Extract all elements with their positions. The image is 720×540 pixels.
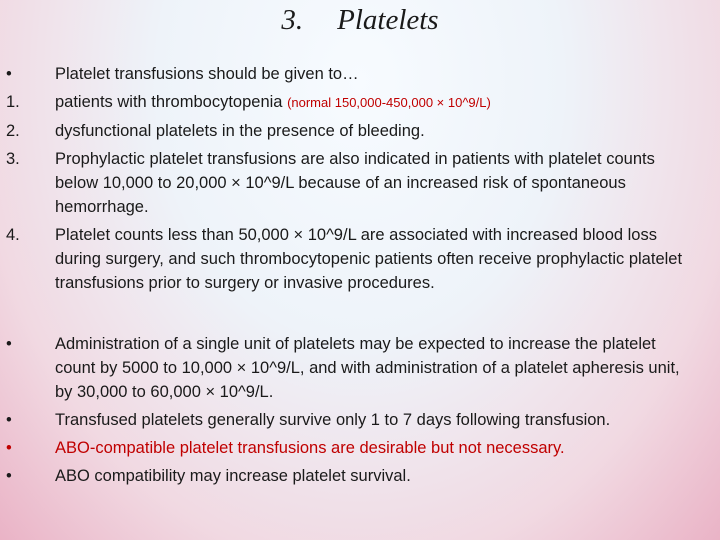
item-text: patients with thrombocytopenia xyxy=(55,93,283,111)
list-item: • Transfused platelets generally survive … xyxy=(4,408,694,432)
item-text: Platelet transfusions should be given to… xyxy=(55,65,359,83)
item-text: Prophylactic platelet transfusions are a… xyxy=(55,150,655,216)
item-text: Platelet counts less than 50,000 × 10^9/… xyxy=(55,226,683,292)
list: • Platelet transfusions should be given t… xyxy=(4,62,694,299)
list-item: 4. Platelet counts less than 50,000 × 10^… xyxy=(4,223,694,295)
item-note: (normal 150,000-450,000 × 10^9/L) xyxy=(287,95,491,110)
list-item: 3. Prophylactic platelet transfusions are… xyxy=(4,147,694,219)
list-item: 1. patients with thrombocytopenia (normal… xyxy=(4,90,694,115)
item-text: ABO-compatible platelet transfusions are… xyxy=(55,439,565,457)
slide-title: 3. Platelets xyxy=(0,4,720,37)
item-text: Administration of a single unit of plate… xyxy=(55,335,680,401)
title-number: 3. xyxy=(281,4,304,36)
marker: 3. xyxy=(6,150,20,168)
item-text: dysfunctional platelets in the presence … xyxy=(55,122,425,140)
list-item: • ABO-compatible platelet transfusions ar… xyxy=(4,436,694,460)
list-item: • Platelet transfusions should be given t… xyxy=(4,62,694,86)
item-text: Transfused platelets generally survive o… xyxy=(55,411,611,429)
title-text: Platelets xyxy=(337,4,439,36)
marker: • xyxy=(6,335,12,353)
list: • Administration of a single unit of plat… xyxy=(4,332,694,492)
marker: • xyxy=(6,467,12,485)
item-text: ABO compatibility may increase platelet … xyxy=(55,467,411,485)
list-item: • ABO compatibility may increase platelet… xyxy=(4,464,694,488)
marker: • xyxy=(6,411,12,429)
marker: 2. xyxy=(6,122,20,140)
marker: • xyxy=(6,65,12,83)
list-item: • Administration of a single unit of plat… xyxy=(4,332,694,404)
marker: 1. xyxy=(6,93,20,111)
list-item: 2. dysfunctional platelets in the presenc… xyxy=(4,119,694,143)
marker: • xyxy=(6,439,12,457)
marker: 4. xyxy=(6,226,20,244)
